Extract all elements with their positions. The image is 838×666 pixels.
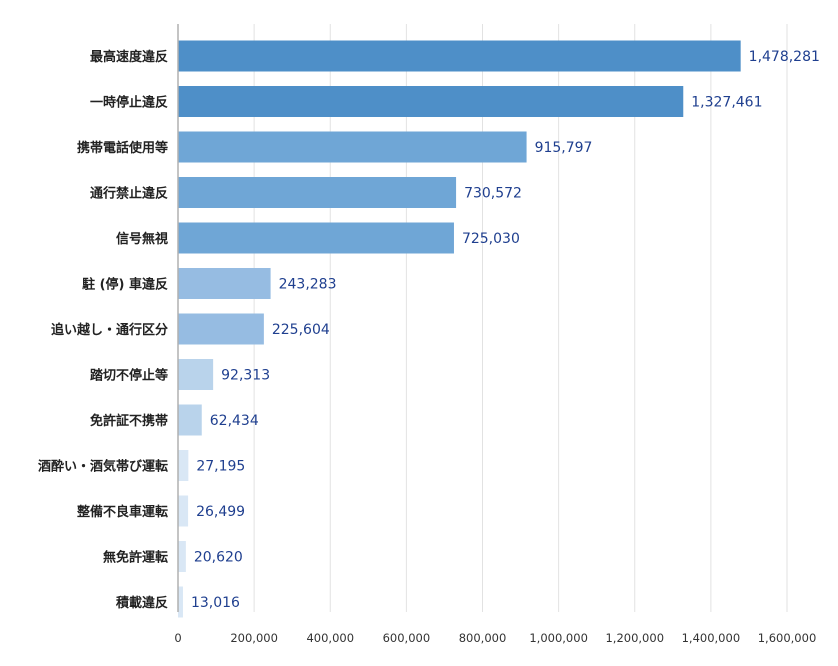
bar <box>178 586 183 618</box>
value-label: 1,327,461 <box>691 95 762 111</box>
bar <box>178 404 202 436</box>
x-tick-label: 400,000 <box>306 631 354 645</box>
bar <box>178 495 189 527</box>
value-label: 915,797 <box>535 140 593 156</box>
bar <box>178 313 264 345</box>
value-label: 26,499 <box>196 504 245 520</box>
x-tick-label: 1,400,000 <box>682 631 741 645</box>
value-label: 243,283 <box>279 277 337 293</box>
value-label: 27,195 <box>196 459 245 475</box>
bar <box>178 177 457 208</box>
x-tick-label: 1,600,000 <box>758 631 817 645</box>
value-label: 92,313 <box>221 368 270 384</box>
bar <box>178 268 271 299</box>
value-label: 1,478,281 <box>749 49 820 65</box>
category-label: 駐 (停) 車違反 <box>82 277 168 293</box>
value-label: 725,030 <box>462 231 520 247</box>
bar <box>178 541 186 572</box>
x-tick-label: 1,200,000 <box>605 631 664 645</box>
bar <box>178 450 189 481</box>
category-label: 携帯電話使用等 <box>77 140 168 156</box>
category-label: 一時停止違反 <box>90 95 168 111</box>
category-label: 追い越し・通行区分 <box>51 322 168 338</box>
bar <box>178 40 741 72</box>
bar <box>178 131 527 163</box>
category-label: 積載違反 <box>115 595 168 611</box>
x-tick-label: 1,000,000 <box>529 631 588 645</box>
x-tick-label: 600,000 <box>383 631 431 645</box>
category-label: 踏切不停止等 <box>90 368 168 384</box>
bar <box>178 222 454 254</box>
category-label: 整備不良車運転 <box>76 504 168 520</box>
category-label: 酒酔い・酒気帯び運転 <box>38 459 168 475</box>
x-tick-label: 200,000 <box>230 631 278 645</box>
category-label: 免許証不携帯 <box>90 413 168 429</box>
value-label: 225,604 <box>272 322 330 338</box>
category-label: 無免許運転 <box>103 550 168 566</box>
value-label: 730,572 <box>464 186 522 202</box>
bar <box>178 359 214 390</box>
x-tick-label: 0 <box>174 631 181 645</box>
category-label: 通行禁止違反 <box>90 186 168 202</box>
category-label: 信号無視 <box>116 231 168 247</box>
x-tick-label: 800,000 <box>459 631 507 645</box>
value-label: 13,016 <box>191 595 240 611</box>
value-label: 62,434 <box>210 413 259 429</box>
bar <box>178 86 684 117</box>
category-label: 最高速度違反 <box>90 49 168 65</box>
value-label: 20,620 <box>194 550 243 566</box>
